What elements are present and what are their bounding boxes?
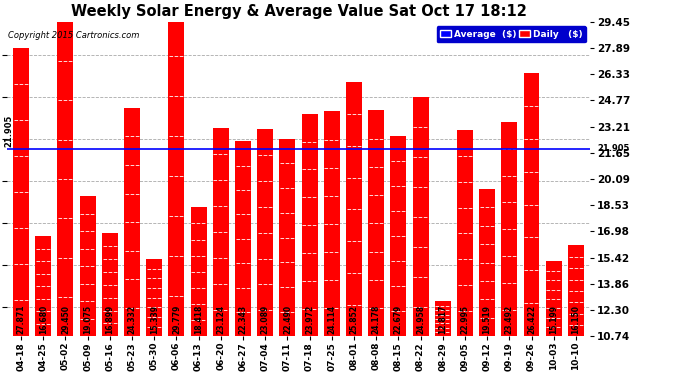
Bar [324, 111, 339, 336]
Bar [35, 237, 51, 336]
Text: 23.124: 23.124 [216, 305, 226, 334]
Legend: Average  ($), Daily   ($): Average ($), Daily ($) [437, 26, 586, 42]
Text: 19.519: 19.519 [482, 305, 491, 334]
Text: 21.905: 21.905 [4, 115, 13, 147]
Text: 15.199: 15.199 [549, 305, 558, 334]
Bar [146, 259, 162, 336]
Bar [279, 139, 295, 336]
Bar [190, 207, 206, 336]
Bar [368, 110, 384, 336]
Text: 22.679: 22.679 [394, 304, 403, 334]
Bar [124, 108, 140, 336]
Bar [102, 233, 118, 336]
Text: 22.343: 22.343 [239, 305, 248, 334]
Bar [457, 130, 473, 336]
Bar [302, 114, 317, 336]
Bar [79, 196, 96, 336]
Text: 16.899: 16.899 [106, 304, 115, 334]
Text: 24.332: 24.332 [128, 305, 137, 334]
Text: 23.972: 23.972 [305, 304, 314, 334]
Text: 19.075: 19.075 [83, 305, 92, 334]
Text: 23.089: 23.089 [261, 304, 270, 334]
Text: 16.150: 16.150 [571, 305, 580, 334]
Bar [479, 189, 495, 336]
Bar [346, 82, 362, 336]
Bar [435, 302, 451, 336]
Text: 26.422: 26.422 [527, 305, 536, 334]
Bar [524, 73, 540, 336]
Bar [391, 136, 406, 336]
Bar [413, 97, 428, 336]
Bar [257, 129, 273, 336]
Text: 21.905: 21.905 [598, 144, 630, 153]
Bar [13, 48, 29, 336]
Text: 29.450: 29.450 [61, 305, 70, 334]
Text: 15.339: 15.339 [150, 305, 159, 334]
Text: 25.852: 25.852 [349, 305, 359, 334]
Bar [235, 141, 251, 336]
Text: 24.114: 24.114 [327, 305, 336, 334]
Text: Copyright 2015 Cartronics.com: Copyright 2015 Cartronics.com [8, 31, 139, 40]
Bar [546, 261, 562, 336]
Text: 29.779: 29.779 [172, 304, 181, 334]
Bar [168, 16, 184, 336]
Bar [502, 122, 518, 336]
Text: 22.995: 22.995 [460, 305, 469, 334]
Text: 12.817: 12.817 [438, 304, 447, 334]
Title: Weekly Solar Energy & Average Value Sat Oct 17 18:12: Weekly Solar Energy & Average Value Sat … [70, 4, 526, 19]
Text: 24.178: 24.178 [372, 304, 381, 334]
Text: 24.958: 24.958 [416, 305, 425, 334]
Text: 18.418: 18.418 [194, 304, 203, 334]
Text: 27.871: 27.871 [17, 304, 26, 334]
Bar [568, 245, 584, 336]
Bar [213, 128, 229, 336]
Bar [57, 22, 73, 336]
Text: 23.492: 23.492 [505, 305, 514, 334]
Text: 16.680: 16.680 [39, 304, 48, 334]
Text: 22.490: 22.490 [283, 305, 292, 334]
